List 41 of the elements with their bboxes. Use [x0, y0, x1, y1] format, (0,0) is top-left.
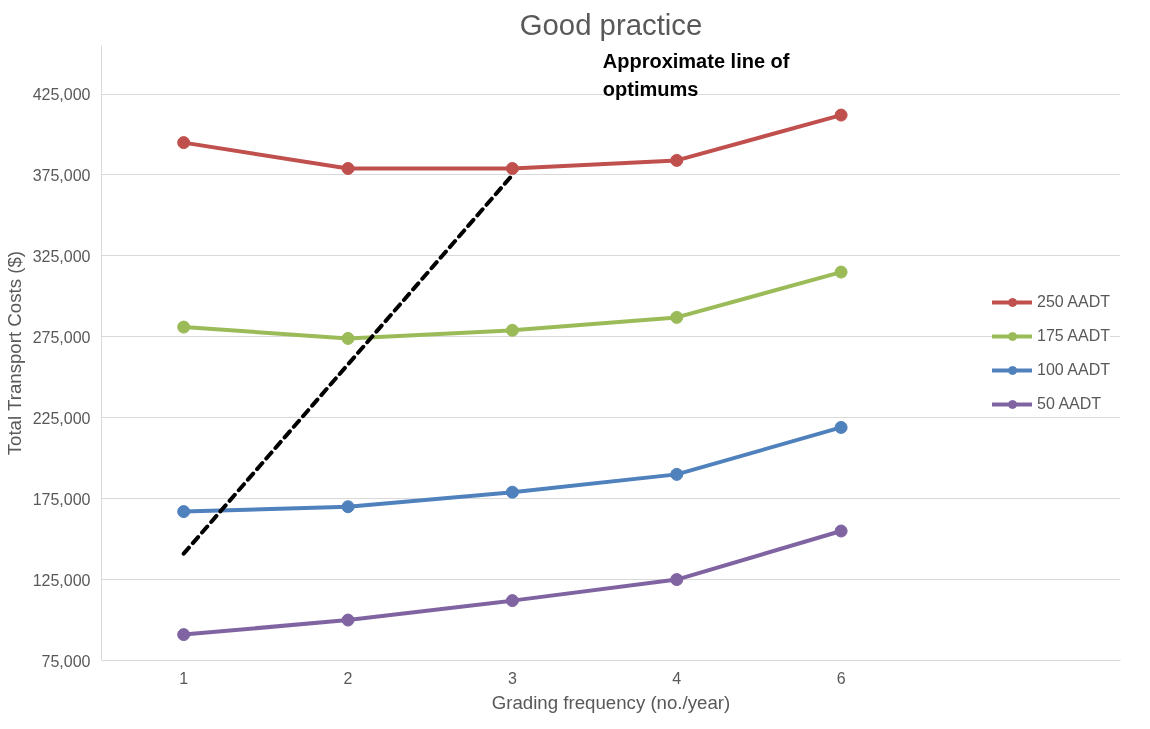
- y-tick-label: 175,000: [32, 490, 91, 508]
- point: [177, 628, 191, 642]
- point: [341, 500, 355, 514]
- x-tick-label: 6: [836, 669, 846, 687]
- x-tick-label: 3: [507, 669, 517, 687]
- legend-label: 250 AADT: [1037, 292, 1110, 311]
- y-tick-label: 375,000: [32, 166, 91, 184]
- point: [834, 265, 848, 279]
- y-tick-label: 275,000: [32, 328, 91, 346]
- x-tick-label: 1: [179, 669, 189, 687]
- point: [834, 524, 848, 538]
- point: [505, 485, 519, 499]
- annotation: Approximate line of optimums: [602, 49, 790, 100]
- x-axis-title: Grading frequency (no./year): [491, 691, 731, 713]
- point: [177, 136, 191, 150]
- point: [834, 420, 848, 434]
- point: [670, 153, 684, 167]
- point: [505, 594, 519, 608]
- x-tick-label: 2: [343, 669, 353, 687]
- y-axis-title: Total Transport Costs ($): [3, 251, 25, 456]
- point: [505, 323, 519, 337]
- y-tick-label: 75,000: [41, 652, 91, 670]
- point: [177, 505, 191, 519]
- legend-label: 100 AADT: [1037, 360, 1110, 379]
- point: [670, 467, 684, 481]
- legend-label: 175 AADT: [1037, 326, 1110, 345]
- y-tick-label: 225,000: [32, 409, 91, 427]
- point: [670, 573, 684, 587]
- y-tick-label: 425,000: [32, 86, 91, 104]
- y-tick-label: 325,000: [32, 247, 91, 265]
- point: [670, 310, 684, 324]
- point: [341, 613, 355, 627]
- x-tick-label: 4: [672, 669, 682, 687]
- y-tick-label: 125,000: [32, 571, 91, 589]
- point: [834, 108, 848, 122]
- point: [177, 320, 191, 334]
- chart-title: Good practice: [519, 7, 703, 41]
- point: [341, 331, 355, 345]
- point: [341, 162, 355, 175]
- legend-label: 50 AADT: [1037, 394, 1102, 413]
- point: [505, 162, 519, 175]
